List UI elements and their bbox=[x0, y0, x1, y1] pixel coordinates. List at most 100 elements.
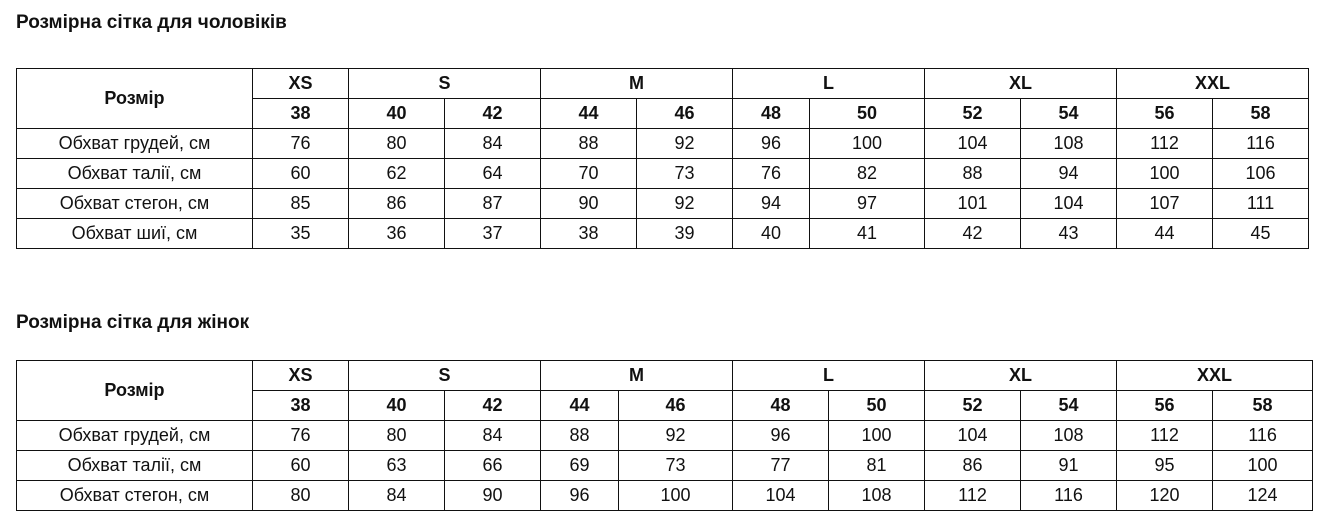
size-group-header: XS bbox=[252, 360, 349, 391]
size-number-header: 40 bbox=[348, 390, 445, 421]
table-cell: 87 bbox=[443, 188, 542, 219]
table-cell: 63 bbox=[348, 450, 445, 481]
table-row: Обхват стегон, см 80 84 90 96 100 104 108 112 116… bbox=[16, 480, 1314, 511]
table-cell: 116 bbox=[1212, 420, 1314, 451]
size-number-header: 54 bbox=[1020, 390, 1118, 421]
table-cell: 45 bbox=[1212, 218, 1310, 249]
table-cell: 60 bbox=[252, 158, 349, 189]
table-cell: 76 bbox=[732, 158, 811, 189]
table-cell: 76 bbox=[252, 420, 349, 451]
table-cell: 94 bbox=[1020, 158, 1118, 189]
table-cell: 66 bbox=[443, 450, 542, 481]
size-number-header: 58 bbox=[1212, 390, 1314, 421]
table-cell: 88 bbox=[540, 420, 620, 451]
table-cell: 37 bbox=[443, 218, 542, 249]
table-cell: 95 bbox=[1116, 450, 1214, 481]
table-row: Обхват шиї, см 35 36 37 38 39 40 41 42 43 44 45 bbox=[16, 218, 1310, 249]
table-cell: 81 bbox=[828, 450, 926, 481]
size-number-header: 46 bbox=[618, 390, 734, 421]
table-cell: 60 bbox=[252, 450, 349, 481]
size-number-header: 54 bbox=[1020, 98, 1118, 129]
row-label: Обхват стегон, см bbox=[16, 480, 253, 511]
row-label: Обхват грудей, см bbox=[16, 420, 253, 451]
size-group-header: XL bbox=[924, 360, 1118, 391]
header-row-sizes: 38 40 42 44 46 48 50 52 54 56 58 bbox=[17, 98, 1310, 129]
table-cell: 44 bbox=[1116, 218, 1214, 249]
size-number-header: 52 bbox=[924, 390, 1022, 421]
table-cell: 112 bbox=[1116, 128, 1214, 159]
header-row-groups: Розмір XS S M L XL XXL bbox=[16, 360, 1314, 421]
table-cell: 42 bbox=[924, 218, 1022, 249]
size-number-header: 48 bbox=[732, 390, 830, 421]
table-cell: 62 bbox=[348, 158, 445, 189]
table-cell: 104 bbox=[924, 128, 1022, 159]
table-cell: 92 bbox=[618, 420, 734, 451]
table-cell: 104 bbox=[924, 420, 1022, 451]
table-cell: 100 bbox=[809, 128, 926, 159]
table-cell: 80 bbox=[348, 420, 445, 451]
size-group-header: XXL bbox=[1116, 68, 1310, 99]
size-group-header: XS bbox=[252, 68, 349, 99]
table-cell: 88 bbox=[924, 158, 1022, 189]
table-cell: 41 bbox=[809, 218, 926, 249]
size-number-header: 44 bbox=[540, 98, 638, 129]
table-cell: 82 bbox=[809, 158, 926, 189]
table-cell: 84 bbox=[348, 480, 445, 511]
women-size-table: Розмір XS S M L XL XXL 38 40 42 44 46 48 50 52 54 56 58 Об… bbox=[16, 360, 1314, 511]
table-row: Обхват грудей, см 76 80 84 88 92 96 100 104 108 11… bbox=[16, 128, 1310, 159]
table-cell: 90 bbox=[443, 480, 542, 511]
table-cell: 96 bbox=[732, 128, 811, 159]
size-number-header: 46 bbox=[636, 98, 734, 129]
table-cell: 92 bbox=[636, 188, 734, 219]
header-label: Розмір bbox=[16, 68, 253, 129]
table-cell: 86 bbox=[924, 450, 1022, 481]
table-cell: 104 bbox=[732, 480, 830, 511]
row-label: Обхват грудей, см bbox=[16, 128, 253, 159]
table-cell: 101 bbox=[924, 188, 1022, 219]
table-cell: 84 bbox=[443, 420, 542, 451]
table-cell: 108 bbox=[828, 480, 926, 511]
table-cell: 100 bbox=[1116, 158, 1214, 189]
size-number-header: 50 bbox=[809, 98, 926, 129]
header-label: Розмір bbox=[16, 360, 253, 421]
size-group-header: L bbox=[732, 68, 926, 99]
size-number-header: 56 bbox=[1116, 98, 1214, 129]
row-label: Обхват стегон, см bbox=[16, 188, 253, 219]
size-number-header: 38 bbox=[252, 98, 349, 129]
men-size-table: Розмір XS S M L XL XXL 38 40 42 44 46 48 50 52 54 56 58 Об… bbox=[16, 68, 1310, 249]
table-cell: 86 bbox=[348, 188, 445, 219]
table-cell: 106 bbox=[1212, 158, 1310, 189]
table-cell: 100 bbox=[1212, 450, 1314, 481]
size-group-header: S bbox=[347, 360, 542, 391]
table-cell: 43 bbox=[1020, 218, 1118, 249]
table-cell: 73 bbox=[618, 450, 734, 481]
table-row: Обхват талії, см 60 62 64 70 73 76 82 88 94 100 106 bbox=[16, 158, 1310, 189]
table-cell: 35 bbox=[252, 218, 349, 249]
table-cell: 104 bbox=[1020, 188, 1118, 219]
size-group-header: L bbox=[732, 360, 926, 391]
table-cell: 73 bbox=[636, 158, 734, 189]
size-group-header: XXL bbox=[1116, 360, 1314, 391]
size-number-header: 50 bbox=[828, 390, 926, 421]
size-number-header: 52 bbox=[924, 98, 1022, 129]
header-row-groups: Розмір XS S M L XL XXL bbox=[16, 68, 1310, 129]
table-cell: 76 bbox=[252, 128, 349, 159]
table-cell: 69 bbox=[540, 450, 620, 481]
table-cell: 92 bbox=[636, 128, 734, 159]
row-label: Обхват талії, см bbox=[16, 450, 253, 481]
table-cell: 120 bbox=[1116, 480, 1214, 511]
size-number-header: 44 bbox=[540, 390, 620, 421]
table-cell: 97 bbox=[809, 188, 926, 219]
table-cell: 96 bbox=[732, 420, 830, 451]
table-row: Обхват стегон, см 85 86 87 90 92 94 97 101 104 107… bbox=[16, 188, 1310, 219]
men-size-chart-title: Розмірна сітка для чоловіків bbox=[16, 12, 287, 33]
table-cell: 112 bbox=[1116, 420, 1214, 451]
size-number-header: 56 bbox=[1116, 390, 1214, 421]
table-cell: 70 bbox=[540, 158, 638, 189]
table-cell: 111 bbox=[1212, 188, 1310, 219]
table-row: Обхват талії, см 60 63 66 69 73 77 81 86 91 95 100 bbox=[16, 450, 1314, 481]
size-group-header: M bbox=[540, 360, 734, 391]
row-label: Обхват талії, см bbox=[16, 158, 253, 189]
size-number-header: 48 bbox=[732, 98, 811, 129]
size-number-header: 42 bbox=[443, 390, 542, 421]
